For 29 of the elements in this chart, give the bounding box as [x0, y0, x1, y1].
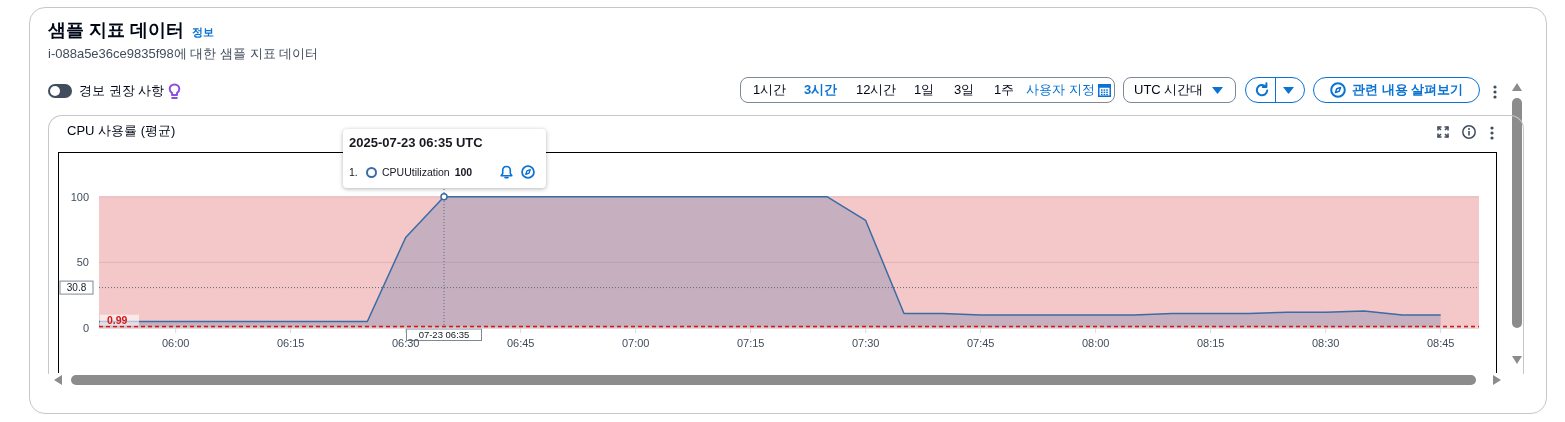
annotation: 1.	[349, 166, 359, 178]
timezone-dropdown: UTC 시간대	[1123, 77, 1236, 103]
text: 정보	[192, 25, 215, 40]
x-tick-label: 08:00	[1081, 336, 1110, 349]
ref-line-label: 07-23 06:35	[418, 329, 470, 340]
text: 경보 권장 사항	[79, 82, 165, 100]
text: CPU 사용률 (평균)	[67, 122, 176, 140]
x-tick-label: 07:45	[966, 336, 995, 349]
x-tick-label: 07:30	[851, 336, 880, 349]
x-tick-label: 06:00	[161, 336, 190, 349]
x-tick-label: 08:15	[1196, 336, 1225, 349]
x-tick-label: 06:45	[506, 336, 535, 349]
time-range-selector: 1시간 3시간 12시간 1일 3일 1주 사용자 지정	[740, 77, 1115, 103]
x-tick-label: 07:00	[621, 336, 650, 349]
y-tick-label: 50	[76, 256, 89, 269]
x-tick-label: 08:45	[1426, 336, 1455, 349]
y-tick-label: 0	[82, 321, 89, 334]
legend-label: CPUUtilization	[382, 166, 450, 178]
y-tick-label: 100	[70, 190, 89, 203]
ref-line-label: 30.8	[66, 282, 87, 294]
x-tick-label: 07:15	[736, 336, 765, 349]
x-tick-label: 06:30	[391, 336, 420, 349]
text: 2025-07-23 06:35 UTC	[349, 135, 483, 150]
chart-subtitle: i-088a5e36ce9835f98에 대한 샘플 지표 데이터	[48, 45, 319, 63]
data-label: 100	[454, 166, 473, 178]
chart-title: 샘플 지표 데이터	[48, 19, 185, 42]
x-tick-label: 06:15	[276, 336, 305, 349]
x-tick-label: 08:30	[1311, 336, 1340, 349]
ref-line-label: 0.99	[107, 314, 128, 327]
